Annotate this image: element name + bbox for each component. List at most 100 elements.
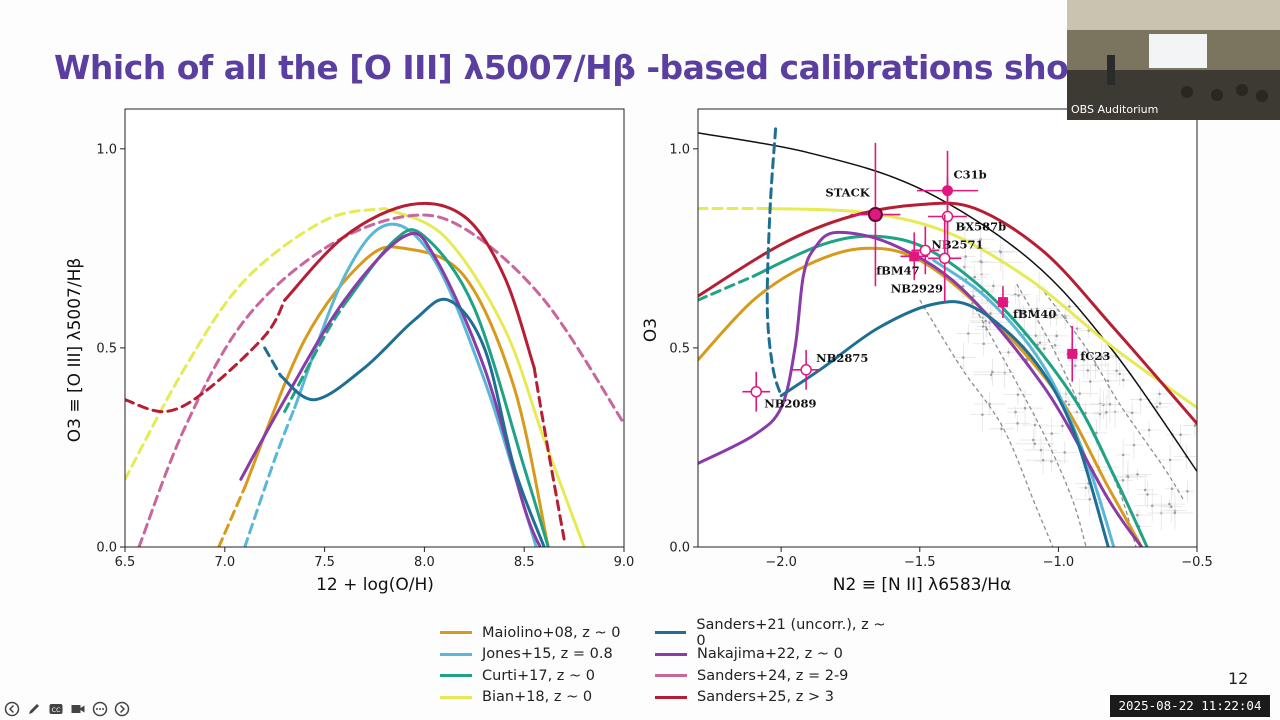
cloud-point xyxy=(1022,310,1025,314)
cloud-point xyxy=(964,255,967,258)
cloud-point xyxy=(1104,354,1107,357)
dashed-contour xyxy=(974,307,1087,547)
series-line xyxy=(263,346,283,378)
y-axis-label: O3 xyxy=(641,318,661,342)
cloud-point xyxy=(1100,355,1104,359)
slide-number: 12 xyxy=(1228,669,1249,688)
cloud-point xyxy=(1055,334,1059,338)
y-axis-label: O3 ≡ [O III] λ5007/Hβ xyxy=(65,258,85,442)
point-label: NB2875 xyxy=(816,351,868,365)
cloud-point xyxy=(979,260,982,263)
data-point: NB2089 xyxy=(742,371,816,412)
cloud-point xyxy=(1158,402,1162,405)
cloud-point xyxy=(1193,424,1197,427)
point-label: fBM40 xyxy=(1013,307,1056,321)
cloud-point xyxy=(1186,489,1189,493)
x-tick-label: 8.5 xyxy=(514,555,535,570)
cloud-point xyxy=(1064,316,1067,320)
cloud-point xyxy=(1068,305,1071,308)
cloud-point xyxy=(1082,358,1086,362)
legend-item: Nakajima+22, z ~ 0 xyxy=(655,644,895,666)
y-tick-label: 1.0 xyxy=(96,142,117,157)
back-icon[interactable] xyxy=(2,700,21,718)
legend-label: Bian+18, z ~ 0 xyxy=(482,689,593,706)
slide-title: Which of all the [O III] λ5007/Hβ -based… xyxy=(54,48,1167,87)
cloud-point xyxy=(1170,487,1174,491)
cloud-point xyxy=(1016,393,1020,396)
cloud-point xyxy=(1105,411,1108,414)
cloud-point xyxy=(1014,410,1017,414)
cloud-point xyxy=(991,370,994,374)
x-tick-label: −2.0 xyxy=(765,555,797,570)
cloud-point xyxy=(1179,433,1182,437)
legend-swatch xyxy=(440,631,472,635)
y-tick-label: 0.5 xyxy=(96,341,117,356)
legend-label: Sanders+21 (uncorr.), z ~ 0 xyxy=(696,616,886,649)
point-marker xyxy=(919,244,932,257)
legend-item: Curti+17, z ~ 0 xyxy=(440,665,655,687)
cloud-point xyxy=(961,284,965,288)
series-line xyxy=(137,213,624,547)
legend-item: Sanders+24, z = 2-9 xyxy=(655,665,895,687)
cloud-point xyxy=(1146,493,1149,496)
cloud-point xyxy=(1088,498,1092,501)
x-tick-label: −1.0 xyxy=(1043,555,1075,570)
webcam-feed: OBS Auditorium xyxy=(1067,0,1280,120)
cloud-point xyxy=(1136,473,1139,476)
cloud-point xyxy=(1032,438,1035,442)
cloud-point xyxy=(1121,478,1125,482)
series-line xyxy=(698,274,755,302)
y-tick-label: 0.0 xyxy=(96,541,117,556)
cloud-point xyxy=(963,226,967,229)
pen-icon[interactable] xyxy=(24,700,43,718)
webcam-label: OBS Auditorium xyxy=(1071,103,1159,116)
cloud-point xyxy=(1075,327,1079,330)
series-line xyxy=(751,234,1149,547)
y-tick-label: 0.5 xyxy=(669,341,690,356)
series-line xyxy=(125,207,386,481)
camera-icon[interactable] xyxy=(68,700,87,718)
legend-swatch xyxy=(440,652,472,656)
x-axis-label: 12 + log(O/H) xyxy=(316,575,434,595)
legend-label: Curti+17, z ~ 0 xyxy=(482,667,596,684)
x-tick-label: 8.0 xyxy=(414,555,435,570)
series-line xyxy=(779,300,1110,547)
more-icon[interactable] xyxy=(90,700,109,718)
point-marker xyxy=(938,252,951,265)
right-panel-chart: STACK C31b BX587b NB2571 fBM47 NB2929 fBM40 fC2… xyxy=(641,108,1213,595)
legend-label: Sanders+25, z > 3 xyxy=(697,689,834,706)
series-line xyxy=(383,207,586,547)
cloud-point xyxy=(1118,372,1122,376)
forward-icon[interactable] xyxy=(112,700,131,718)
left-panel-chart: 6.5 7.0 7.5 8.0 8.5 9.0 0.0 0.5 1.0 12 + log(O/H)… xyxy=(65,108,634,595)
legend-item: Sanders+25, z > 3 xyxy=(655,687,895,709)
cloud-point xyxy=(1139,398,1142,401)
cloud-point xyxy=(1158,392,1161,396)
cloud-point xyxy=(1135,513,1139,517)
cloud-point xyxy=(1108,402,1112,406)
cloud-point xyxy=(1003,371,1006,374)
captions-icon[interactable]: CC xyxy=(46,700,65,718)
cloud-point xyxy=(1064,400,1068,403)
series-line xyxy=(283,201,536,370)
cloud-point xyxy=(990,373,993,377)
cloud-point xyxy=(1143,488,1147,492)
series-line xyxy=(243,245,550,547)
point-label: NB2089 xyxy=(764,397,816,411)
cloud-point xyxy=(982,342,985,346)
series-line xyxy=(283,302,347,414)
y-tick-label: 1.0 xyxy=(669,142,690,157)
cloud-point xyxy=(1041,458,1045,462)
cloud-point xyxy=(1038,341,1042,345)
legend-item: Jones+15, z = 0.8 xyxy=(440,644,655,666)
cloud-point xyxy=(962,356,965,359)
point-marker xyxy=(1067,348,1078,359)
data-point: NB2929 xyxy=(891,214,962,303)
cloud-point xyxy=(1130,411,1134,415)
x-tick-label: −0.5 xyxy=(1181,555,1213,570)
cloud-point xyxy=(988,402,992,406)
cloud-point xyxy=(1034,334,1038,337)
boundary-line xyxy=(698,132,1197,472)
legend-label: Maiolino+08, z ~ 0 xyxy=(482,624,621,641)
